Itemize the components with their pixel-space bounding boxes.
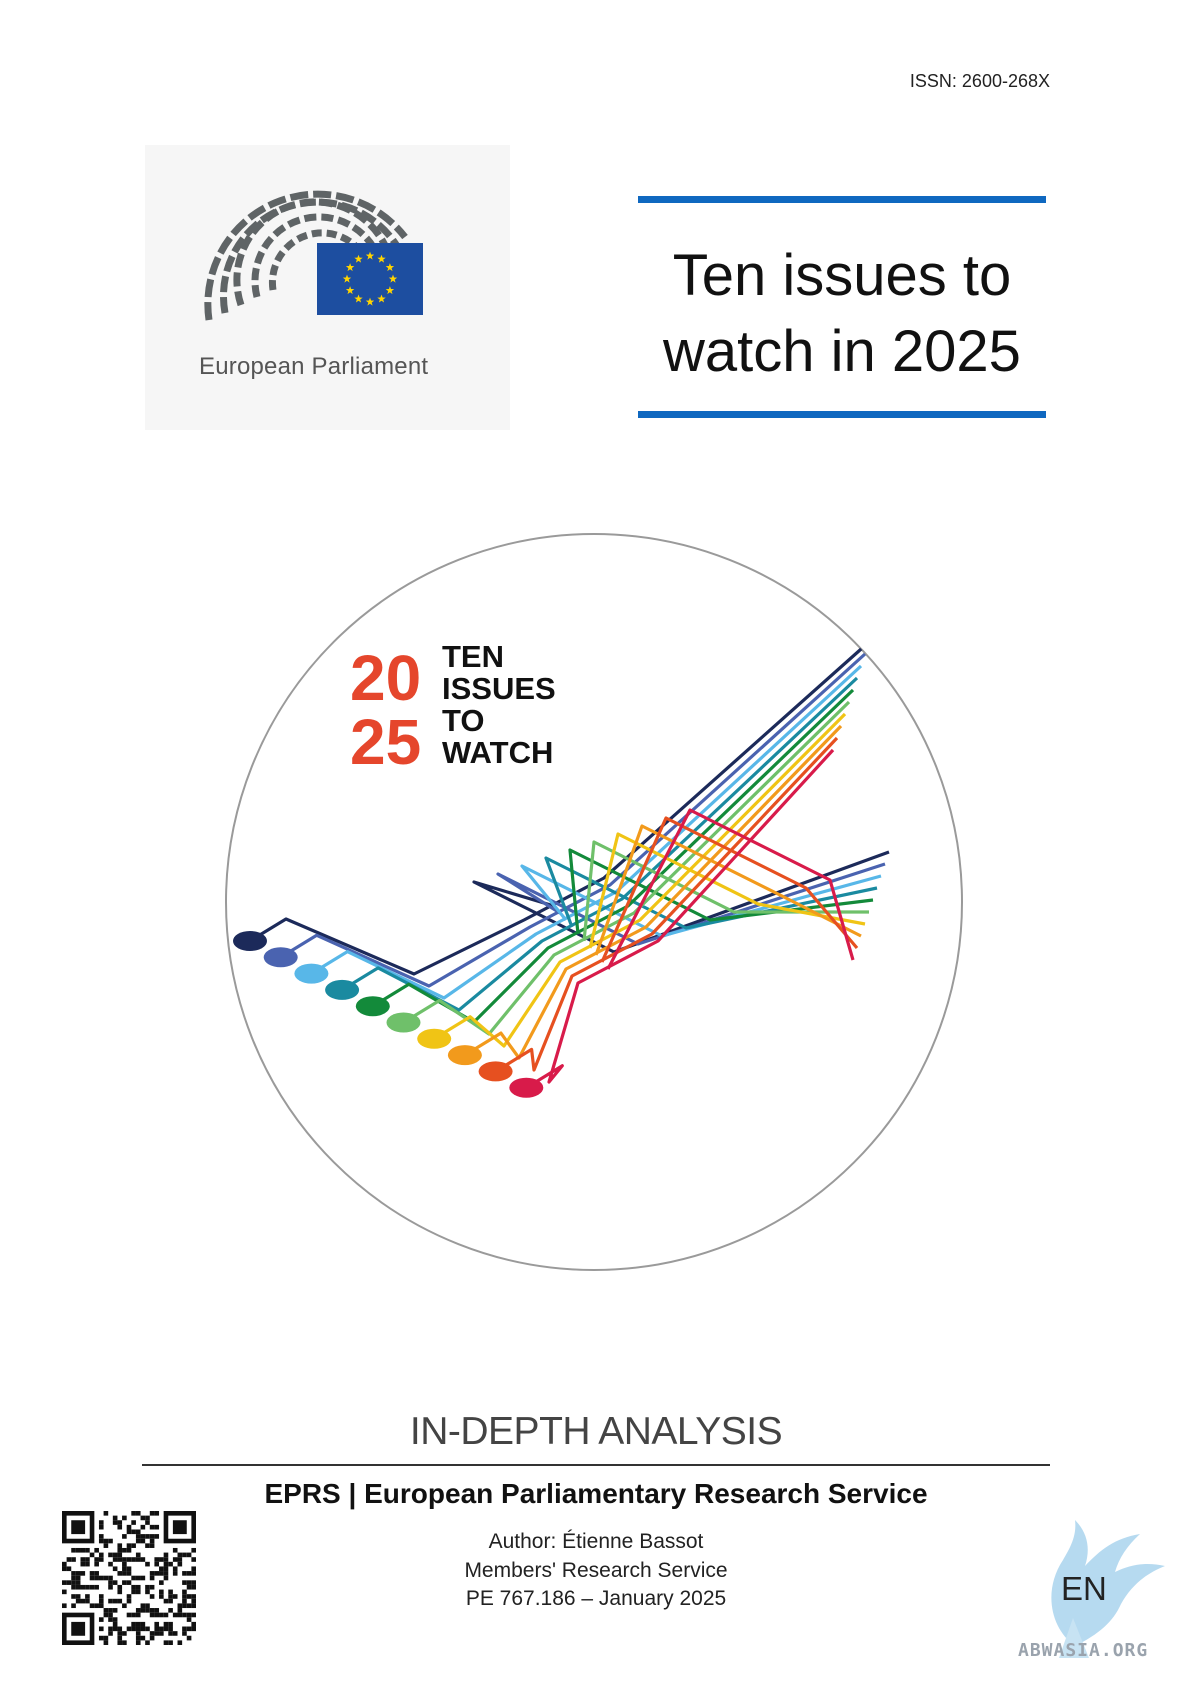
eu-star [365,251,375,260]
metro-line [371,688,855,1024]
metro-line [525,748,835,1090]
metro-station-dot [294,963,329,984]
eu-star [354,294,363,303]
metro-branch [600,816,859,963]
document-title: Ten issues to watch in 2025 [638,238,1046,390]
eu-star [365,297,375,306]
metro-station-dot [447,1045,482,1066]
metro-branch [606,808,855,970]
eu-star [377,294,386,303]
metro-line [433,712,847,1048]
word-to: TO [442,703,485,738]
griffin-logo-icon [1051,1520,1165,1658]
eu-star [345,286,355,295]
metro-line [402,700,851,1036]
metro-branch [594,824,862,956]
year-bottom: 25 [350,706,421,778]
eu-star [377,254,386,263]
eu-star [342,274,352,283]
author: Author: Étienne Bassot [488,1530,704,1553]
issn: ISSN: 2600-268X [909,71,1050,91]
year-top: 20 [350,642,421,714]
word-ten: TEN [442,639,504,674]
metro-station-dot [325,979,360,1000]
eu-star [345,263,355,272]
service-name: EPRS | European Parliamentary Research S… [264,1478,928,1509]
unit: Members' Research Service [464,1559,728,1582]
metro-station-dot [233,931,267,951]
metro-branch [588,832,866,949]
hemicycle-icon [204,190,423,321]
metro-line [494,736,839,1073]
metro-lines [249,640,890,1090]
eu-star [354,254,363,263]
watermark: ABWASIA.ORG [1018,1640,1149,1661]
european-parliament-logo: European Parliament [145,145,510,430]
title-line-2: watch in 2025 [663,319,1021,384]
eu-star [388,274,398,283]
cover-graphic: 20 25 TEN ISSUES TO WATCH [225,533,963,1271]
metro-station-dot [478,1061,513,1082]
metro-line [249,640,871,976]
word-watch: WATCH [442,735,553,770]
metro-line [464,724,843,1060]
qr-code-icon[interactable] [62,1511,196,1645]
metro-station-dot [417,1028,452,1049]
title-rule-top [638,196,1046,203]
eu-star [385,286,395,295]
metro-station-dot [509,1077,544,1098]
language-code: EN [1061,1570,1107,1607]
eu-star [385,263,395,272]
metro-line [341,676,859,1012]
european-parliament-name: European Parliament [199,353,429,380]
reference: PE 767.186 – January 2025 [465,1587,727,1610]
footer-divider [142,1464,1050,1466]
title-block: Ten issues to watch in 2025 [638,196,1046,418]
metro-station-dot [355,996,390,1017]
document-type: IN-DEPTH ANALYSIS [409,1410,783,1453]
title-rule-bottom [638,411,1046,418]
word-issues: ISSUES [442,671,556,706]
metro-station-dot [386,1012,421,1033]
title-line-1: Ten issues to [672,243,1012,308]
metro-station-dot [263,947,298,968]
metro-stations [233,931,544,1098]
